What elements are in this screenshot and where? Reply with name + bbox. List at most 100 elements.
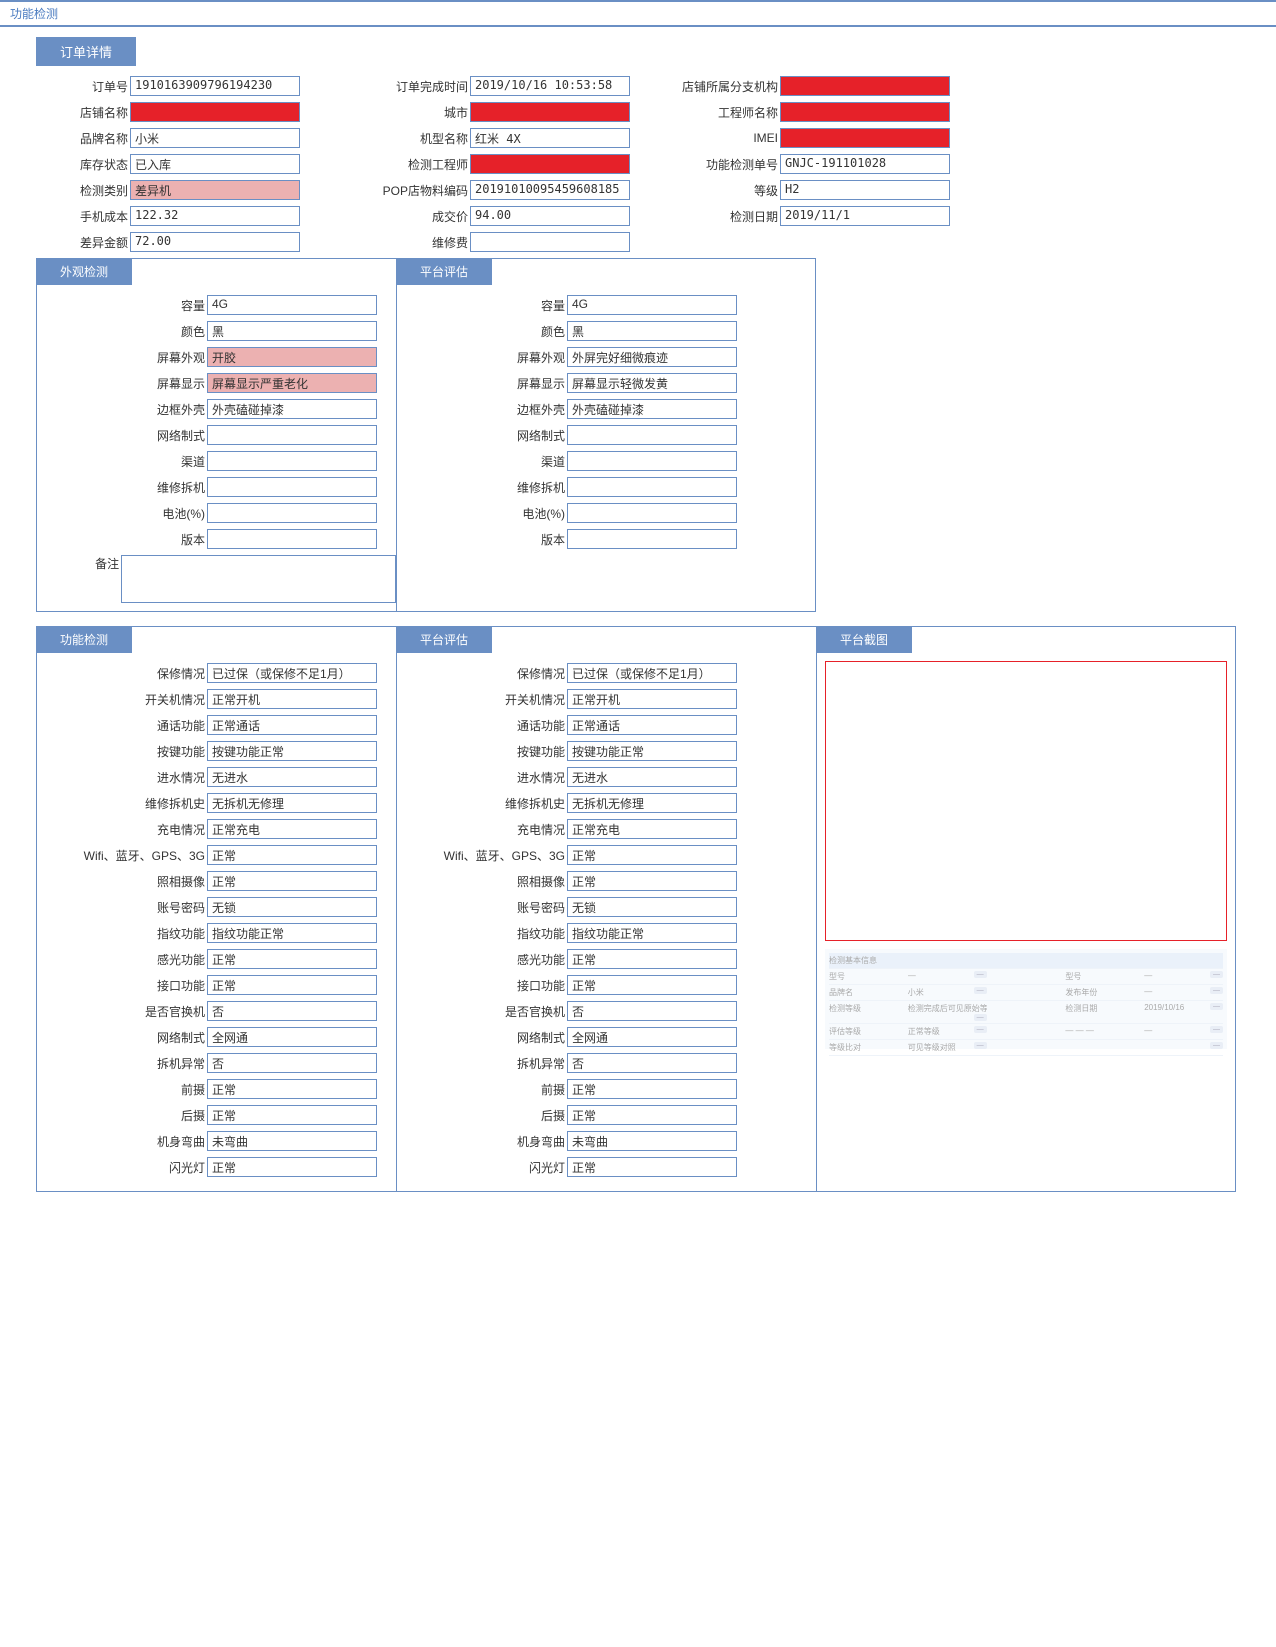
field-value[interactable]: 正常 (567, 871, 737, 891)
field-value[interactable] (207, 451, 377, 471)
mini-cell: 品牌名 (829, 987, 908, 998)
field-value[interactable] (207, 503, 377, 523)
field-value[interactable]: 未弯曲 (567, 1131, 737, 1151)
field-value[interactable] (470, 232, 630, 252)
field-label: 拆机异常 (37, 1055, 207, 1072)
field-value[interactable]: 正常 (207, 975, 377, 995)
field-value[interactable]: 正常 (567, 1105, 737, 1125)
field-label: IMEI (650, 131, 780, 145)
mini-cell (987, 971, 1066, 982)
field-value[interactable]: 正常充电 (567, 819, 737, 839)
field-value[interactable]: 1910163909796194230 (130, 76, 300, 96)
field-value[interactable]: 红米 4X (470, 128, 630, 148)
field-value[interactable]: 正常 (567, 1157, 737, 1177)
field-value[interactable]: 正常 (567, 1079, 737, 1099)
mini-cell: — (1144, 1042, 1223, 1053)
field-value[interactable]: 无拆机无修理 (567, 793, 737, 813)
field-value[interactable] (470, 102, 630, 122)
field-value[interactable]: 否 (567, 1053, 737, 1073)
field-value[interactable] (130, 102, 300, 122)
field-value[interactable]: 正常 (567, 975, 737, 995)
field-value[interactable]: 无锁 (567, 897, 737, 917)
field-value[interactable]: 否 (207, 1001, 377, 1021)
field-label: 屏幕外观 (397, 349, 567, 366)
field-value[interactable]: 4G (207, 295, 377, 315)
mini-cell: —— (1144, 987, 1223, 998)
field-value[interactable]: 无锁 (207, 897, 377, 917)
tab-platform-eval-2: 平台评估 (396, 626, 492, 653)
field-value[interactable]: 正常通话 (207, 715, 377, 735)
field-value[interactable]: 正常 (567, 845, 737, 865)
field-value[interactable] (207, 477, 377, 497)
field-value[interactable]: 小米 (130, 128, 300, 148)
field-value[interactable]: 按键功能正常 (207, 741, 377, 761)
field-label: 手机成本 (0, 208, 130, 225)
field-value[interactable]: 已入库 (130, 154, 300, 174)
breadcrumb-link[interactable]: 功能检测 (10, 7, 58, 21)
field-value[interactable]: 屏幕显示轻微发黄 (567, 373, 737, 393)
field-value[interactable] (567, 477, 737, 497)
field-value[interactable]: 正常开机 (207, 689, 377, 709)
field-value[interactable]: 未弯曲 (207, 1131, 377, 1151)
field-value[interactable]: 正常 (207, 1079, 377, 1099)
field-value[interactable]: 黑 (567, 321, 737, 341)
field-value[interactable]: 否 (567, 1001, 737, 1021)
field-value[interactable] (780, 76, 950, 96)
field-value[interactable]: 2019/11/1 (780, 206, 950, 226)
field-value[interactable]: 4G (567, 295, 737, 315)
field-value[interactable]: 无进水 (567, 767, 737, 787)
field-value[interactable] (207, 529, 377, 549)
field-value[interactable]: 94.00 (470, 206, 630, 226)
field-value[interactable]: 指纹功能正常 (207, 923, 377, 943)
field-value[interactable]: 正常通话 (567, 715, 737, 735)
field-label: 账号密码 (37, 899, 207, 916)
field-value[interactable]: 20191010095459608185 (470, 180, 630, 200)
field-label: 版本 (37, 531, 207, 548)
field-value[interactable]: 无拆机无修理 (207, 793, 377, 813)
field-value[interactable]: 正常 (567, 949, 737, 969)
field-value[interactable] (780, 128, 950, 148)
remark-textarea[interactable] (121, 555, 396, 603)
field-value[interactable]: 黑 (207, 321, 377, 341)
field-value[interactable]: 否 (207, 1053, 377, 1073)
field-value[interactable] (567, 503, 737, 523)
field-value[interactable]: 外壳磕碰掉漆 (207, 399, 377, 419)
field-value[interactable]: 正常 (207, 845, 377, 865)
field-label: 维修费 (350, 234, 470, 251)
field-value[interactable] (207, 425, 377, 445)
field-value[interactable] (780, 102, 950, 122)
field-value[interactable]: 已过保（或保修不足1月） (207, 663, 377, 683)
field-value[interactable] (567, 425, 737, 445)
field-label: 容量 (37, 297, 207, 314)
field-value[interactable]: 正常开机 (567, 689, 737, 709)
field-value[interactable]: 正常 (207, 949, 377, 969)
field-label: 网络制式 (37, 427, 207, 444)
field-value[interactable] (567, 451, 737, 471)
field-value[interactable]: 122.32 (130, 206, 300, 226)
field-value[interactable]: 全网通 (207, 1027, 377, 1047)
field-value[interactable]: H2 (780, 180, 950, 200)
field-value[interactable]: 按键功能正常 (567, 741, 737, 761)
field-value[interactable]: 已过保（或保修不足1月） (567, 663, 737, 683)
field-value[interactable]: 外壳磕碰掉漆 (567, 399, 737, 419)
field-value[interactable]: 指纹功能正常 (567, 923, 737, 943)
field-value[interactable]: 开胶 (207, 347, 377, 367)
field-value[interactable]: GNJC-191101028 (780, 154, 950, 174)
field-label: 屏幕显示 (37, 375, 207, 392)
field-value[interactable]: 2019/10/16 10:53:58 (470, 76, 630, 96)
field-value[interactable]: 正常 (207, 1157, 377, 1177)
field-value[interactable]: 全网通 (567, 1027, 737, 1047)
field-value[interactable]: 无进水 (207, 767, 377, 787)
field-value[interactable]: 正常 (207, 871, 377, 891)
field-label: 前摄 (37, 1081, 207, 1098)
field-value[interactable] (470, 154, 630, 174)
mini-cell (987, 1026, 1066, 1037)
field-value[interactable]: 正常充电 (207, 819, 377, 839)
field-value[interactable]: 外屏完好细微痕迹 (567, 347, 737, 367)
field-value[interactable]: 屏幕显示严重老化 (207, 373, 377, 393)
field-value[interactable]: 72.00 (130, 232, 300, 252)
field-value[interactable] (567, 529, 737, 549)
field-value[interactable]: 差异机 (130, 180, 300, 200)
mini-cell (987, 1042, 1066, 1053)
field-value[interactable]: 正常 (207, 1105, 377, 1125)
